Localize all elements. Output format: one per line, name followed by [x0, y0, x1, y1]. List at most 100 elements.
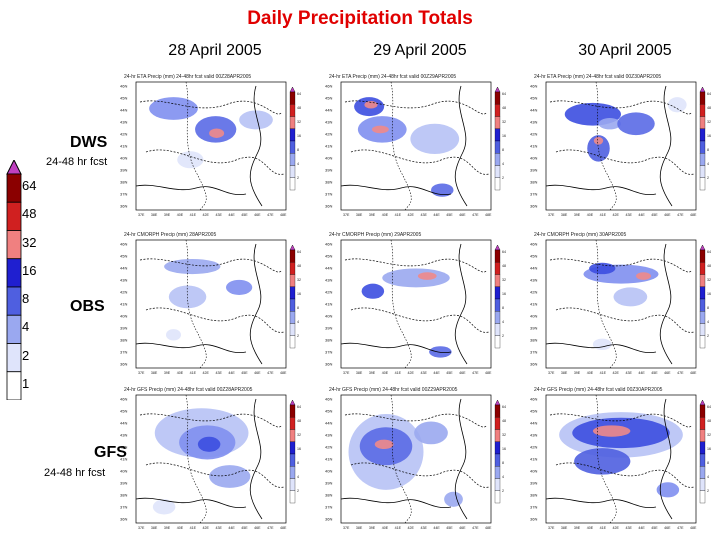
lat-tick: 39N [120, 168, 127, 173]
lat-tick: 44N [120, 266, 127, 271]
panel-colorbar-label: 32 [502, 278, 506, 282]
border-line [139, 413, 283, 428]
lat-tick: 46N [325, 397, 332, 402]
lon-tick: 41E [395, 526, 402, 530]
panel-colorbar-label: 16 [297, 292, 301, 296]
lat-tick: 41N [530, 144, 537, 149]
precip-area [613, 287, 648, 307]
lon-tick: 39E [164, 213, 171, 217]
panel-colorbar-segment [494, 429, 501, 442]
lon-tick: 46E [254, 213, 261, 217]
map-panel-graphic: 24-hr GFS Precip (mm) 24-48hr fcst valid… [325, 387, 506, 530]
lon-tick: 41E [190, 371, 197, 375]
panel-colorbar-label: 8 [297, 461, 299, 465]
panel-colorbar-label: 32 [707, 120, 711, 124]
lon-tick: 41E [600, 371, 607, 375]
map-panel-graphic: 24-hr GFS Precip (mm) 24-48hr fcst valid… [530, 387, 711, 530]
colorbar-label: 16 [22, 262, 37, 278]
lon-tick: 37E [343, 371, 350, 375]
lon-tick: 42E [408, 371, 415, 375]
precip-field [545, 394, 695, 524]
lon-tick: 47E [677, 213, 684, 217]
colorbar-label: 2 [22, 347, 30, 363]
panel-colorbar-segment [289, 286, 296, 300]
lon-tick: 44E [638, 371, 645, 375]
lat-tick: 45N [325, 254, 332, 259]
panel-colorbar-label: 2 [502, 176, 504, 180]
lon-tick: 46E [664, 371, 671, 375]
lon-tick: 48E [280, 526, 287, 530]
panel-colorbar-segment [494, 466, 501, 479]
lat-tick: 42N [325, 132, 332, 137]
precip-area [177, 151, 204, 169]
border-line [350, 149, 490, 175]
panel-colorbar-label: 16 [502, 447, 506, 451]
lat-tick: 37N [325, 192, 332, 197]
precip-area [149, 97, 198, 120]
colorbar-segment [6, 286, 22, 316]
lon-tick: 46E [664, 213, 671, 217]
panel-colorbar-arrow [699, 86, 706, 93]
panel-colorbar-segment [494, 417, 501, 430]
lat-tick: 45N [530, 96, 537, 101]
map-panel: 24-hr GFS Precip (mm) 24-48hr fcst valid… [528, 383, 716, 533]
panel-colorbar-label: 48 [297, 264, 301, 268]
border-line [145, 462, 285, 488]
panel-colorbar-label: 2 [707, 176, 709, 180]
lat-tick: 36N [325, 362, 332, 367]
lat-tick: 39N [120, 326, 127, 331]
panel-colorbar-segment [289, 274, 296, 287]
panel-colorbar-label: 2 [707, 334, 709, 338]
lon-tick: 48E [280, 371, 287, 375]
panel-colorbar-label: 4 [707, 320, 709, 324]
panel-colorbar-label: 64 [297, 92, 301, 96]
lat-tick: 40N [325, 156, 332, 161]
lon-tick: 38E [356, 371, 363, 375]
panel-colorbar-label: 48 [297, 106, 301, 110]
lon-tick: 45E [241, 526, 248, 530]
panel-colorbar-segment [699, 441, 706, 455]
precip-area [444, 491, 463, 507]
precip-area [197, 436, 221, 452]
lon-tick: 42E [613, 526, 620, 530]
border-line [145, 149, 285, 175]
panel-colorbar-label: 8 [502, 148, 504, 152]
panel-colorbar-label: 64 [502, 92, 506, 96]
lon-tick: 39E [574, 526, 581, 530]
coastline [545, 342, 657, 354]
lon-tick: 38E [151, 526, 158, 530]
panel-colorbar-segment [494, 249, 501, 263]
panel-colorbar-label: 48 [707, 264, 711, 268]
panel-colorbar-label: 4 [502, 320, 504, 324]
panel-colorbar-label: 64 [297, 405, 301, 409]
coastline [340, 497, 452, 509]
column-header-1: 28 April 2005 [168, 42, 262, 59]
panel-colorbar-segment [699, 91, 706, 105]
row-label-obs: OBS [70, 298, 105, 315]
map-panel-graphic: 24-hr GFS Precip (mm) 24-48hr fcst valid… [120, 387, 301, 530]
panel-colorbar-segment [699, 311, 706, 324]
coastline [545, 184, 657, 196]
lon-tick: 37E [343, 526, 350, 530]
colorbar-graphic [6, 158, 22, 401]
precip-field [135, 239, 285, 369]
panel-colorbar-segment [494, 153, 501, 166]
lat-tick: 38N [325, 180, 332, 185]
panel-colorbar-label: 16 [502, 134, 506, 138]
panel-colorbar-segment [699, 104, 706, 117]
panel-colorbar-segment [494, 104, 501, 117]
lat-tick: 43N [325, 278, 332, 283]
lon-tick: 39E [369, 371, 376, 375]
panel-colorbar-segment [494, 116, 501, 129]
lat-tick: 40N [325, 314, 332, 319]
panel-colorbar-label: 48 [502, 264, 506, 268]
panel-colorbar-segment [699, 417, 706, 430]
lat-tick: 43N [120, 278, 127, 283]
panel-colorbar-segment [494, 91, 501, 105]
lat-tick: 43N [325, 120, 332, 125]
panel-colorbar-segment [289, 429, 296, 442]
panel-colorbar-label: 64 [502, 405, 506, 409]
lat-tick: 39N [530, 168, 537, 173]
panel-colorbar-segment [289, 441, 296, 455]
colorbar-segment [6, 201, 22, 231]
